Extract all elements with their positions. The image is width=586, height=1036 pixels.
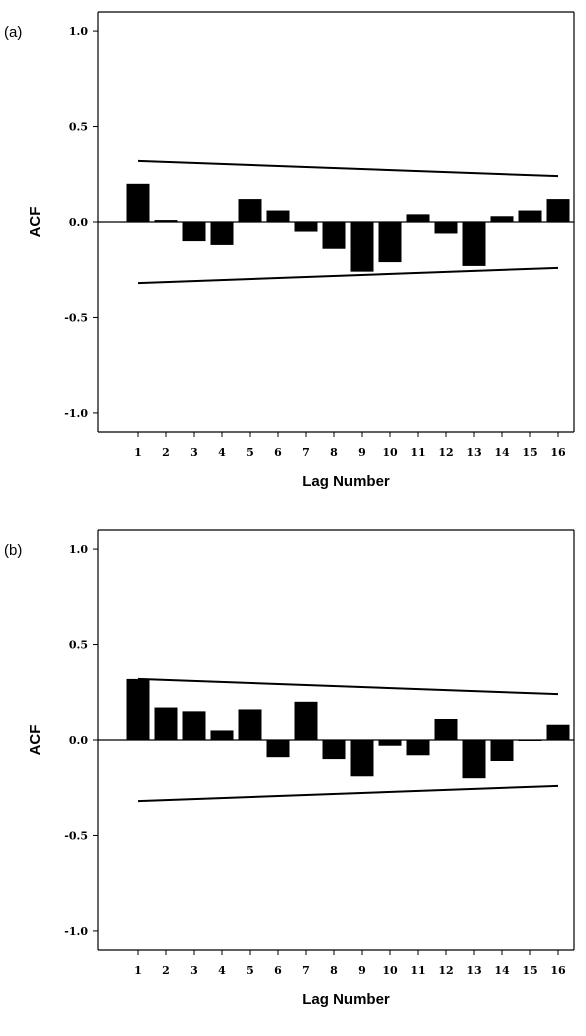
acf-bar xyxy=(378,222,402,263)
x-tick-label: 9 xyxy=(358,964,366,977)
acf-bar xyxy=(462,222,486,266)
acf-bar xyxy=(406,740,430,756)
acf-bar xyxy=(266,740,290,758)
x-tick-label: 1 xyxy=(134,964,142,977)
x-tick-label: 4 xyxy=(218,446,226,459)
acf-bar xyxy=(406,214,430,222)
acf-bar xyxy=(238,199,262,222)
acf-chart-a: (a) 1.0 0.5 0.0 -0.5 -1.0 1 2 3 4 5 6 7 8 9 10 11 12 13 14… xyxy=(4,11,575,490)
y-axis-title: ACF xyxy=(27,207,44,238)
acf-bar xyxy=(518,740,542,741)
x-tick-label: 10 xyxy=(382,446,398,459)
acf-bar xyxy=(546,724,570,740)
x-tick-label: 8 xyxy=(330,446,338,459)
x-tick-label: 3 xyxy=(190,964,198,977)
x-tick-label: 9 xyxy=(358,446,366,459)
y-tick-label: 0.0 xyxy=(69,216,88,229)
x-tick-label: 3 xyxy=(190,446,198,459)
acf-bar xyxy=(350,740,374,777)
x-tick-label: 1 xyxy=(134,446,142,459)
x-axis-title: Lag Number xyxy=(302,473,390,490)
acf-bar xyxy=(210,222,234,245)
acf-bar xyxy=(434,719,458,740)
x-tick-label: 16 xyxy=(550,446,566,459)
y-tick-label: 1.0 xyxy=(69,25,88,38)
acf-bar xyxy=(546,199,570,222)
x-tick-label: 5 xyxy=(246,446,254,459)
acf-bar xyxy=(294,222,318,232)
x-tick-label: 14 xyxy=(494,964,510,977)
acf-bar xyxy=(238,709,262,740)
x-tick-label: 10 xyxy=(382,964,398,977)
acf-bar xyxy=(210,730,234,740)
x-tick-label: 11 xyxy=(410,446,425,459)
acf-bar xyxy=(154,220,178,222)
chart-a-svg: 1.00.50.0-0.5-1.01 2 3 4 5 6 7 8 9 10 11 12 13 14 15 16… xyxy=(27,11,575,490)
y-tick-label: 0.0 xyxy=(69,734,88,747)
acf-bar xyxy=(182,711,206,740)
acf-bar xyxy=(518,210,542,222)
acf-bar xyxy=(126,678,150,740)
x-tick-label: 8 xyxy=(330,964,338,977)
y-tick-label: 0.5 xyxy=(69,121,88,134)
y-tick-label: 0.5 xyxy=(69,639,88,652)
acf-bar xyxy=(490,740,514,761)
y-tick-label: -0.5 xyxy=(64,829,88,842)
x-tick-label: 16 xyxy=(550,964,566,977)
x-tick-label: 11 xyxy=(410,964,425,977)
x-tick-label: 6 xyxy=(274,446,282,459)
acf-bar xyxy=(266,210,290,222)
acf-bar xyxy=(322,740,346,760)
acf-bar xyxy=(154,707,178,740)
x-tick-label: 4 xyxy=(218,964,226,977)
x-tick-label: 2 xyxy=(162,964,170,977)
x-tick-label: 7 xyxy=(302,446,310,459)
chart-b-svg: 1.00.50.0-0.5-1.01 2 3 4 5 6 7 8 9 10 11 12 13 14 15 16… xyxy=(27,529,575,1008)
x-tick-label: 5 xyxy=(246,964,254,977)
x-tick-label: 15 xyxy=(522,964,537,977)
acf-bar xyxy=(182,222,206,242)
upper-confidence-limit xyxy=(137,159,559,178)
x-tick-label: 7 xyxy=(302,964,310,977)
y-tick-label: -1.0 xyxy=(64,407,88,420)
acf-bar xyxy=(126,183,150,222)
x-axis-title: Lag Number xyxy=(302,991,390,1008)
x-tick-label: 12 xyxy=(438,446,453,459)
acf-bar xyxy=(294,701,318,740)
x-tick-label: 2 xyxy=(162,446,170,459)
acf-bar xyxy=(322,222,346,249)
x-tick-label: 15 xyxy=(522,446,537,459)
upper-confidence-limit xyxy=(137,677,559,696)
x-tick-label: 12 xyxy=(438,964,453,977)
y-tick-label: -1.0 xyxy=(64,925,88,938)
x-tick-label: 14 xyxy=(494,446,510,459)
acf-bar xyxy=(378,740,402,746)
x-tick-label: 13 xyxy=(466,446,481,459)
acf-bar xyxy=(490,216,514,222)
y-tick-label: -0.5 xyxy=(64,311,88,324)
acf-bar xyxy=(462,740,486,779)
x-tick-label: 13 xyxy=(466,964,481,977)
panel-label-a: (a) xyxy=(4,24,23,41)
y-axis-title: ACF xyxy=(27,725,44,756)
acf-chart-b: (b) 1.0 0.5 0.0 -0.5 -1.0 1 2 3 4 5 6 7 8 9 10 11 12 13 14… xyxy=(0,518,586,1036)
lower-confidence-limit xyxy=(137,784,559,803)
acf-bar xyxy=(434,222,458,234)
x-tick-label: 6 xyxy=(274,964,282,977)
acf-bar xyxy=(350,222,374,272)
panel-label-b: (b) xyxy=(4,542,23,559)
y-tick-label: 1.0 xyxy=(69,543,88,556)
lower-confidence-limit xyxy=(137,266,559,285)
